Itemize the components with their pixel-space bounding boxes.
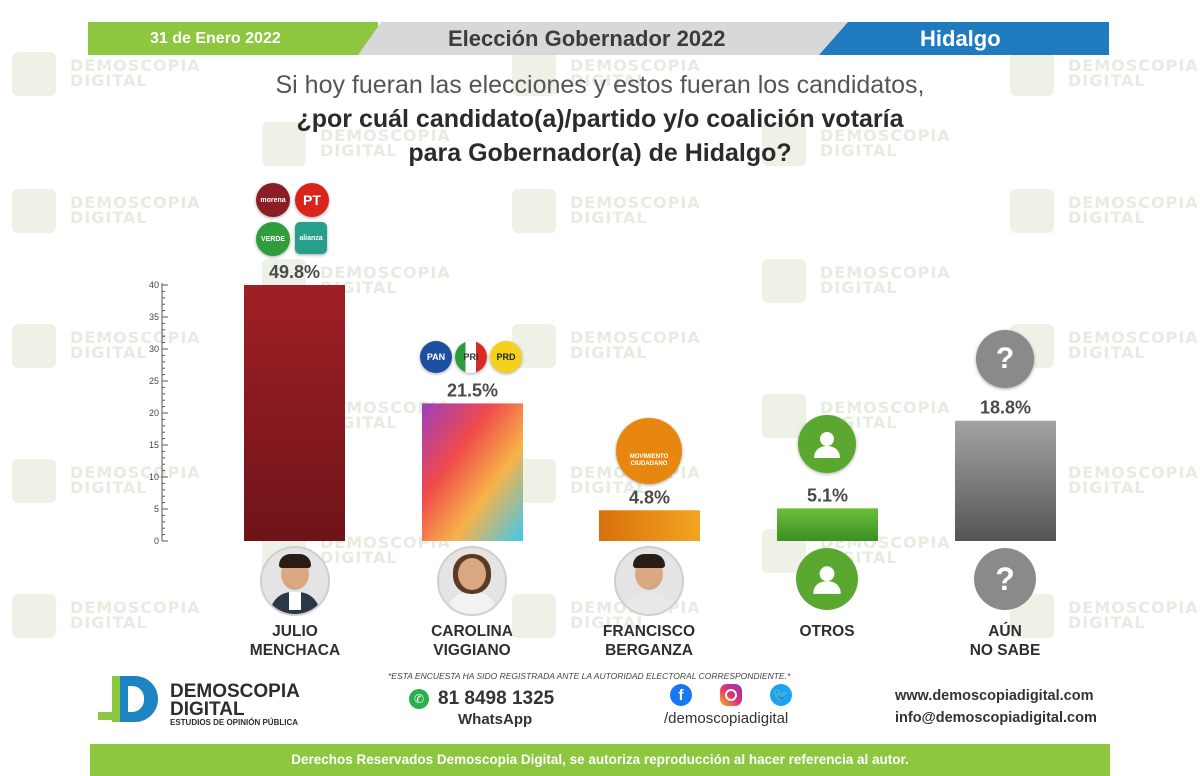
pri-logo: PRI xyxy=(455,341,487,373)
candidate-aun-no-sabe: ? AÚN NO SABE xyxy=(935,546,1075,660)
candidate-photo xyxy=(614,546,684,616)
question-icon-top: ? xyxy=(976,330,1034,388)
y-tick-label: 0 xyxy=(154,536,159,546)
pt-logo: PT xyxy=(295,183,329,217)
question-line-3: para Gobernador(a) de Hidalgo? xyxy=(408,139,792,167)
y-tick-label: 10 xyxy=(149,472,159,482)
bar-value-label: 4.8% xyxy=(629,487,670,507)
user-icon xyxy=(814,432,840,458)
candidate-name-line1: OTROS xyxy=(799,623,855,640)
y-tick-label: 25 xyxy=(149,376,159,386)
email-link[interactable]: info@demoscopiadigital.com xyxy=(895,710,1097,726)
candidate-julio-menchaca: JULIO MENCHACA xyxy=(225,546,365,660)
social-handle[interactable]: /demoscopiadigital xyxy=(664,710,789,727)
y-tick-label: 20 xyxy=(149,408,159,418)
twitter-icon[interactable]: 🐦 xyxy=(770,684,792,706)
bar-value-label: 49.8% xyxy=(269,262,320,282)
bar-3 xyxy=(599,510,700,541)
otros-user-icon-top xyxy=(798,415,856,473)
header-band: 31 de Enero 2022 Elección Gobernador 202… xyxy=(88,22,1109,55)
header-state: Hidalgo xyxy=(920,26,1001,51)
candidate-photo xyxy=(260,546,330,616)
candidate-francisco-berganza: FRANCISCO BERGANZA xyxy=(579,546,719,660)
movimiento-ciudadano-logo: MOVIMIENTO CIUDADANO xyxy=(616,418,682,484)
question-line-2: ¿por cuál candidato(a)/partido y/o coali… xyxy=(296,105,904,133)
candidate-otros: OTROS xyxy=(757,546,897,641)
phone-number[interactable]: 81 8498 1325 xyxy=(438,688,555,709)
user-icon xyxy=(796,548,858,610)
mc-logo-text: MOVIMIENTO CIUDADANO xyxy=(629,454,669,467)
question-line-1: Si hoy fueran las elecciones y estos fue… xyxy=(275,71,925,99)
y-tick-label: 30 xyxy=(149,344,159,354)
brand-line1: DEMOSCOPIA xyxy=(170,681,300,702)
prd-logo: PRD xyxy=(490,341,522,373)
bars: 49.8% 21.5% 4.8% 5.1% 18.8% xyxy=(244,262,1056,541)
header-state-tab xyxy=(819,22,1109,55)
registration-notice: *ESTA ENCUESTA HA SIDO REGISTRADA ANTE L… xyxy=(388,671,791,681)
verde-logo: VERDE xyxy=(256,222,290,256)
bar-1 xyxy=(244,285,345,541)
brand-tagline: ESTUDIOS DE OPINIÓN PÚBLICA xyxy=(170,718,299,727)
header-title: Elección Gobernador 2022 xyxy=(448,26,726,51)
whatsapp-icon: ✆ xyxy=(409,689,429,709)
whatsapp-label: WhatsApp xyxy=(458,711,533,728)
pan-logo: PAN xyxy=(420,341,452,373)
y-tick-label: 40 xyxy=(149,280,159,290)
header-date: 31 de Enero 2022 xyxy=(150,30,281,47)
bar-4 xyxy=(777,508,878,541)
y-tick-label: 5 xyxy=(154,504,159,514)
bar-5 xyxy=(955,420,1056,541)
facebook-icon[interactable]: f xyxy=(670,684,692,706)
candidate-name-line2: VIGGIANO xyxy=(433,642,511,659)
bar-value-label: 5.1% xyxy=(807,485,848,505)
demoscopia-logo xyxy=(98,676,160,724)
candidate-photo xyxy=(437,546,507,616)
candidate-name-line1: FRANCISCO xyxy=(602,623,696,640)
header-date-tab xyxy=(88,22,378,55)
rights-banner: Derechos Reservados Demoscopia Digital, … xyxy=(90,744,1110,776)
candidate-name-line1: CAROLINA xyxy=(431,623,513,640)
y-tick-label: 35 xyxy=(149,312,159,322)
candidate-name-line2: MENCHACA xyxy=(249,642,341,659)
bar-2 xyxy=(422,403,523,541)
candidate-name-line2: BERGANZA xyxy=(605,642,693,659)
candidate-name-line2: NO SABE xyxy=(969,642,1041,659)
nueva-alianza-logo: alianza xyxy=(295,222,327,254)
brand-line2: DIGITAL xyxy=(170,699,245,720)
bar-value-label: 21.5% xyxy=(447,380,498,400)
morena-logo: morena xyxy=(256,183,290,217)
bar-value-label: 18.8% xyxy=(980,398,1031,418)
candidate-name-line1: JULIO xyxy=(272,623,318,640)
brand-name: DEMOSCOPIA DIGITAL xyxy=(170,681,300,720)
website-link[interactable]: www.demoscopiadigital.com xyxy=(895,688,1094,704)
y-tick-label: 15 xyxy=(149,440,159,450)
y-axis: 0 5 10 15 20 25 30 35 40 xyxy=(149,280,168,546)
question-icon: ? xyxy=(974,548,1036,610)
instagram-icon[interactable] xyxy=(720,684,742,706)
candidate-carolina-viggiano: CAROLINA VIGGIANO xyxy=(402,546,542,660)
candidate-name-line1: AÚN xyxy=(988,623,1022,640)
